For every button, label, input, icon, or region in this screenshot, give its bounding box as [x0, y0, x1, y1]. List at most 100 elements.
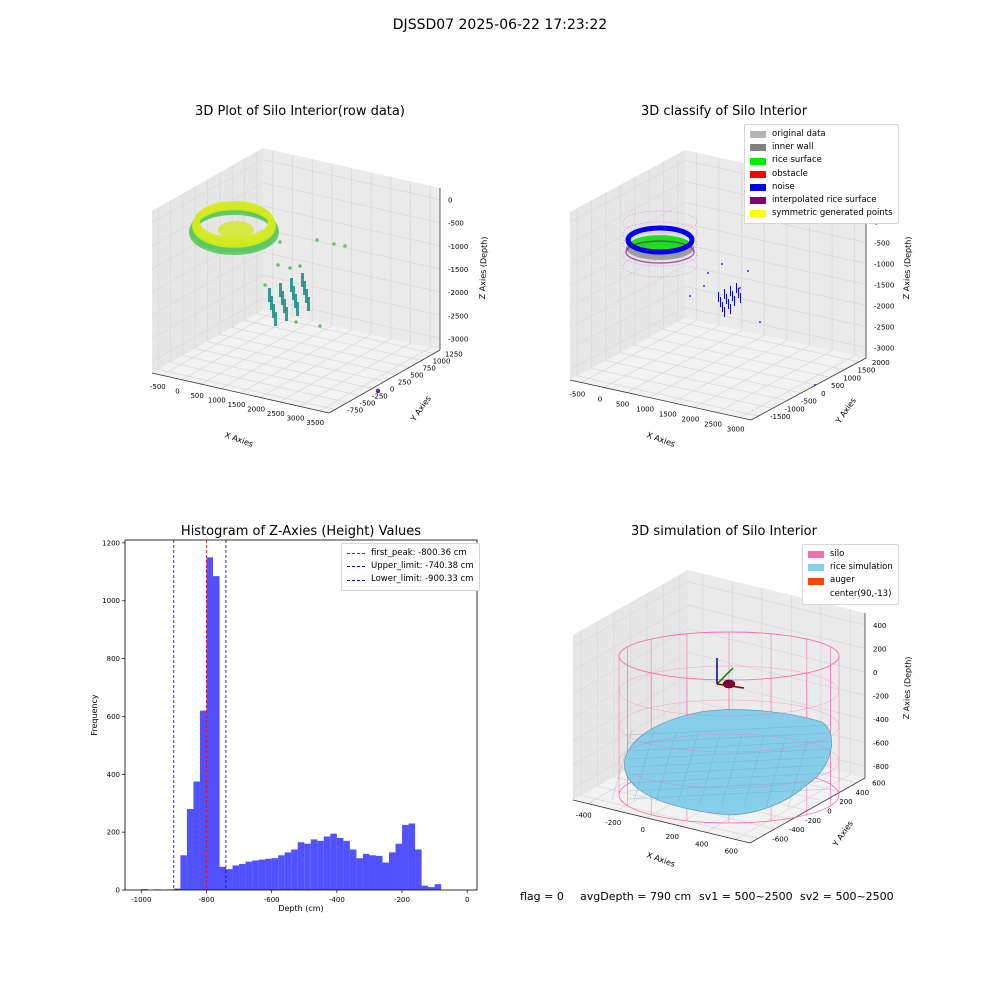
p1-gridline	[279, 176, 392, 403]
p4-x-tick-label: 400	[695, 840, 708, 848]
legend-swatch	[808, 591, 824, 598]
p1-gridline	[151, 205, 441, 270]
p4-x-tick-label: 200	[666, 833, 679, 841]
p2-interpolated-surface-ring	[622, 254, 698, 278]
p2-gridline	[603, 157, 720, 388]
p1-z-tick-label: -2000	[448, 289, 468, 297]
p4-center-y-arrow	[716, 667, 734, 685]
panel2-title: 3D classify of Silo Interior	[640, 104, 808, 119]
p3-histogram-bar	[330, 833, 337, 890]
legend-item: first_peak: -800.36 cm	[347, 547, 474, 560]
p3-y-tick-label: 600	[107, 713, 120, 721]
p2-noise-point	[759, 321, 761, 323]
p2-y-tick-label: 2000	[872, 359, 890, 367]
p3-histogram-bar	[382, 862, 389, 890]
panel4-legend: silo rice simulation auger center(90,-13…	[802, 544, 899, 605]
p2-interpolated-surface-ring	[622, 232, 698, 256]
p1-gridline	[181, 154, 293, 381]
legend-line	[347, 566, 365, 568]
p4-gridline	[572, 652, 866, 718]
p2-noise-point	[739, 287, 741, 289]
p1-point-column	[281, 291, 284, 305]
p2-z-tick-label: -2000	[874, 303, 894, 311]
legend-label: symmetric generated points	[772, 208, 893, 219]
panel4-title: 3D simulation of Silo Interior	[631, 524, 817, 539]
p4-gridline	[597, 621, 775, 830]
p1-scatter-point	[343, 244, 347, 248]
p3-histogram-bar	[343, 840, 350, 890]
p1-gridline	[170, 200, 348, 403]
p3-plot-area	[125, 540, 477, 890]
p1-point-column	[305, 289, 308, 303]
p4-y-axis-line	[749, 777, 866, 844]
p4-x-tick-label: -200	[605, 819, 621, 827]
p1-z-tick-label: -2500	[448, 312, 468, 320]
p2-noise-column	[732, 291, 733, 301]
p2-y-tick-label: 500	[831, 382, 844, 390]
p1-scatter-point	[298, 264, 302, 268]
legend-label: silo	[830, 549, 845, 559]
p3-histogram-bar	[278, 855, 285, 890]
p1-y-tick-label: -500	[360, 400, 376, 408]
p2-noise-column	[722, 302, 723, 312]
footer-sv2: sv2 = 500~2500	[800, 890, 894, 903]
p3-histogram-bar	[173, 888, 181, 890]
p1-point-column	[307, 297, 310, 311]
p4-z-tick-label: -200	[873, 693, 889, 701]
p1-point-column	[301, 273, 304, 287]
p4-auger	[722, 679, 736, 689]
p2-gridline	[648, 169, 831, 378]
p2-noise-column	[720, 297, 721, 307]
p1-gridline	[151, 298, 441, 362]
p2-noise-column	[728, 299, 729, 309]
p4-surface-mesh-line	[627, 764, 831, 776]
p4-y-tick-label: -200	[805, 817, 821, 825]
p1-z-tick-label: -500	[448, 220, 464, 228]
p2-noise-column	[730, 286, 731, 296]
p3-histogram-bar	[226, 869, 233, 890]
p3-histogram-bar	[258, 859, 266, 890]
p3-axes-frame	[124, 539, 478, 891]
p4-z-tick-label: 400	[873, 622, 886, 630]
p1-scatter-point	[288, 266, 292, 270]
p3-y-tick-label: 400	[107, 771, 120, 779]
p1-scatter-point	[263, 283, 267, 287]
p2-gridline	[605, 192, 787, 401]
p3-histogram-bar	[428, 887, 435, 890]
p2-interpolated-surface-ring	[622, 243, 698, 267]
p2-x-tick-label: 1500	[659, 411, 677, 419]
legend-item: interpolated rice surface	[750, 194, 893, 207]
p3-histogram-bar	[239, 863, 246, 890]
p1-scatter-point	[332, 242, 336, 246]
p1-gridline	[182, 193, 360, 396]
legend-label: rice surface	[772, 155, 822, 166]
p1-x-tick-label: 3000	[287, 414, 305, 422]
p3-histogram-bar	[323, 836, 331, 890]
p1-z-tick-label: -1000	[448, 243, 468, 251]
p4-x-axis-label: X Axies	[645, 850, 676, 869]
p4-x-tick-label: 600	[725, 847, 738, 855]
p4-z-tick-label: 200	[873, 645, 886, 653]
legend-item: center(90,-13)	[808, 588, 893, 601]
p3-histogram-bar	[408, 823, 416, 890]
p4-surface-mesh-line	[611, 729, 633, 801]
p2-x-tick-label: 0	[598, 396, 602, 404]
p1-point-column	[290, 278, 293, 292]
p2-gridline	[569, 202, 867, 265]
p1-y-tick-label: 500	[410, 372, 423, 380]
p1-x-tick-label: 2000	[247, 405, 265, 413]
legend-swatch	[808, 564, 824, 572]
p1-gridline	[151, 251, 441, 316]
panel3-title: Histogram of Z-Axies (Height) Values	[180, 524, 422, 539]
p2-noise-column	[724, 307, 725, 317]
legend-swatch	[750, 157, 766, 165]
footer-avgdepth: avgDepth = 790 cm	[580, 890, 692, 903]
p3-histogram-bar	[252, 860, 259, 890]
p3-y-tick-label: 800	[107, 655, 120, 663]
p4-gridline	[572, 605, 866, 671]
p3-histogram-bar	[199, 710, 207, 890]
legend-item: symmetric generated points	[750, 207, 893, 220]
p3-histogram-bar	[402, 824, 409, 890]
p2-y-tick-label: 0	[821, 390, 825, 398]
